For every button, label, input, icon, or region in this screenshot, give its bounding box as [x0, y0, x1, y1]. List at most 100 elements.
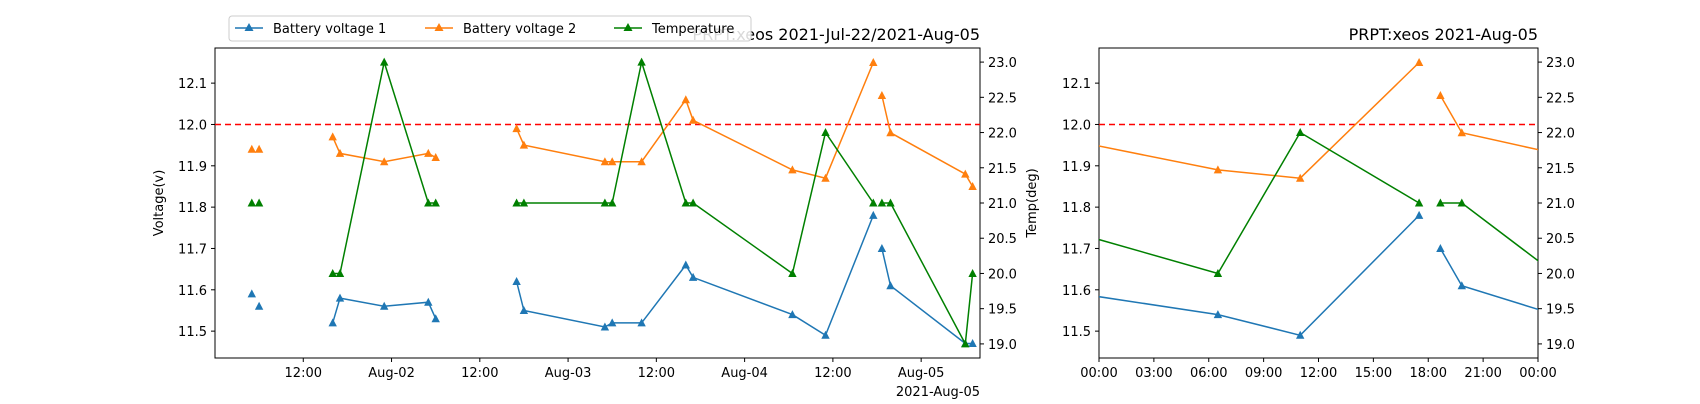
main-x-tick-label: Aug-05 — [898, 366, 945, 381]
main-point-battery-voltage-1 — [877, 244, 887, 252]
main-point-battery-voltage-2 — [600, 157, 610, 166]
main-point-battery-voltage-2 — [247, 144, 256, 153]
detail-point-temperature — [1213, 269, 1223, 277]
detail-y-tick-label: 11.8 — [1062, 201, 1091, 216]
main-point-battery-voltage-2 — [788, 165, 797, 174]
main-point-battery-voltage-1 — [968, 339, 977, 347]
main-point-temperature — [424, 198, 433, 207]
main-point-temperature — [961, 339, 970, 348]
main-point-temperature — [788, 269, 797, 277]
legend-label-battery-voltage-2: Battery voltage 2 — [463, 22, 576, 37]
main-point-temperature — [877, 198, 887, 207]
main-point-battery-voltage-2 — [519, 140, 529, 149]
detail-point-battery-voltage-2 — [1644, 170, 1653, 178]
detail-y2-tick-label: 20.5 — [1546, 232, 1575, 247]
main-y-tick-label: 11.7 — [178, 242, 207, 257]
main-point-temperature — [380, 57, 389, 66]
detail-point-temperature — [1414, 198, 1424, 207]
main-chart-marks: 12:00 Aug-02 12:00 Aug-03 12:00 Aug-04 12:00 Au… — [178, 56, 1017, 381]
main-point-temperature — [600, 198, 610, 207]
main-y2-tick-label: 20.0 — [988, 267, 1017, 282]
main-point-battery-voltage-1 — [821, 330, 830, 339]
main-y-tick-label: 12.0 — [178, 118, 207, 133]
main-point-battery-voltage-2 — [328, 132, 337, 141]
main-point-battery-voltage-2 — [869, 58, 878, 66]
detail-x-tick-label: 00:00 — [1080, 366, 1117, 381]
legend-marker-temperature — [623, 23, 633, 31]
detail-point-battery-voltage-2 — [1296, 173, 1305, 182]
main-point-battery-voltage-1 — [328, 318, 337, 327]
detail-x-tick-label: 18:00 — [1410, 366, 1447, 381]
main-chart-y2-label: Temp(deg) — [1025, 168, 1040, 238]
main-y-tick-label: 11.5 — [178, 325, 207, 340]
detail-x-tick-label: 15:00 — [1355, 366, 1392, 381]
main-series-line-temperature — [332, 59, 436, 275]
detail-y-tick-label: 12.0 — [1062, 118, 1091, 133]
detail-point-temperature — [1436, 198, 1445, 207]
detail-y-tick-label: 12.1 — [1062, 77, 1091, 92]
main-point-battery-voltage-1 — [254, 301, 264, 310]
main-point-battery-voltage-2 — [877, 91, 887, 99]
detail-y-tick-label: 11.7 — [1062, 242, 1091, 257]
main-y2-tick-label: 19.0 — [988, 338, 1017, 353]
detail-point-battery-voltage-2 — [967, 116, 975, 124]
detail-point-battery-voltage-2 — [1436, 91, 1445, 99]
main-x-tick-label: 12:00 — [638, 366, 675, 381]
detail-y2-tick-label: 20.0 — [1546, 267, 1575, 282]
main-point-battery-voltage-2 — [968, 182, 977, 190]
main-y-tick-label: 11.8 — [178, 201, 207, 216]
main-chart-axes: PRPT:xeos 2021-Jul-22/2021-Aug-05 Voltag… — [152, 25, 1040, 400]
main-chart-x-offset-label: 2021-Aug-05 — [896, 385, 980, 400]
main-point-temperature — [431, 198, 440, 207]
detail-point-temperature — [1644, 339, 1653, 347]
main-point-temperature — [519, 198, 529, 207]
main-series-line-temperature — [881, 202, 974, 347]
main-point-battery-voltage-1 — [788, 310, 797, 319]
detail-point-temperature — [967, 199, 975, 207]
detail-y2-tick-label: 22.5 — [1546, 91, 1575, 106]
detail-chart-frame — [1098, 47, 1539, 359]
main-x-tick-label: 12:00 — [814, 366, 851, 381]
detail-y-tick-label: 11.5 — [1062, 325, 1091, 340]
main-point-battery-voltage-1 — [335, 293, 345, 302]
detail-x-tick-label: 03:00 — [1135, 366, 1172, 381]
legend-label-battery-voltage-1: Battery voltage 1 — [273, 22, 386, 37]
legend-marker-battery-voltage-2 — [434, 23, 444, 31]
main-point-temperature — [512, 198, 521, 207]
legend-item-temperature: Temperature — [614, 22, 734, 37]
detail-y2-tick-label: 23.0 — [1546, 56, 1575, 71]
detail-y2-tick-label: 21.5 — [1546, 162, 1575, 177]
main-point-temperature — [637, 57, 646, 66]
detail-x-tick-label: 06:00 — [1190, 366, 1227, 381]
detail-chart-axes: PRPT:xeos 2021-Aug-05 00:00 03:00 06:00 09:… — [967, 25, 1653, 381]
main-y2-tick-label: 19.5 — [988, 303, 1017, 318]
main-point-battery-voltage-2 — [380, 157, 389, 166]
detail-series-line-temperature — [1440, 202, 1538, 262]
main-plot-area — [247, 57, 977, 348]
main-point-battery-voltage-1 — [688, 272, 698, 281]
main-point-battery-voltage-2 — [688, 115, 698, 124]
main-point-battery-voltage-2 — [886, 128, 895, 137]
main-point-battery-voltage-2 — [424, 148, 433, 157]
main-y-tick-label: 11.6 — [178, 284, 207, 299]
main-point-battery-voltage-2 — [637, 157, 646, 166]
main-x-tick-label: Aug-03 — [545, 366, 592, 381]
main-point-temperature — [869, 198, 878, 207]
legend: Battery voltage 1 Battery voltage 2 Temp… — [228, 15, 752, 42]
main-point-temperature — [608, 198, 617, 207]
main-point-temperature — [688, 198, 698, 207]
main-point-battery-voltage-1 — [637, 318, 646, 327]
detail-point-battery-voltage-2 — [1213, 165, 1223, 174]
detail-point-battery-voltage-1 — [1296, 330, 1305, 339]
main-point-battery-voltage-2 — [608, 157, 617, 166]
main-series-line-temperature — [516, 59, 874, 275]
detail-y2-tick-label: 19.0 — [1546, 338, 1575, 353]
main-point-battery-voltage-2 — [681, 95, 690, 104]
detail-x-tick-label: 21:00 — [1464, 366, 1501, 381]
main-point-battery-voltage-1 — [512, 277, 521, 285]
legend-item-battery-voltage-1: Battery voltage 1 — [235, 22, 386, 37]
main-point-battery-voltage-1 — [431, 314, 440, 323]
main-point-battery-voltage-1 — [869, 210, 878, 219]
legend-item-battery-voltage-2: Battery voltage 2 — [425, 22, 576, 37]
